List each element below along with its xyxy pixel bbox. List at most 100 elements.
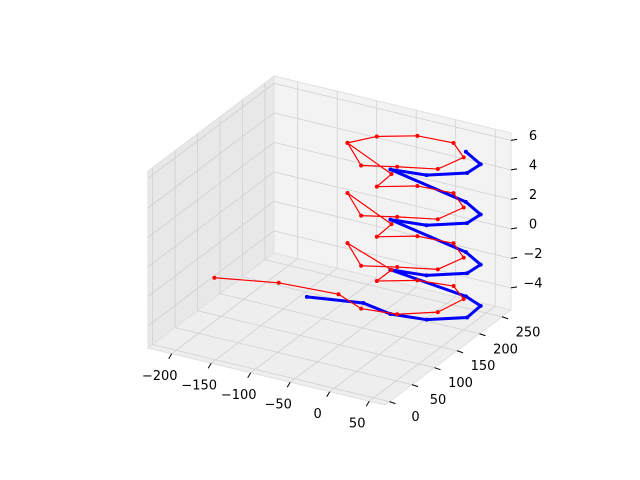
point	[388, 217, 393, 222]
point	[389, 222, 394, 227]
back-pane	[273, 75, 512, 311]
y-tick-label: 200	[493, 342, 518, 357]
point	[374, 234, 379, 239]
tick-mark	[510, 138, 518, 141]
point	[359, 163, 364, 168]
grid-line	[147, 201, 275, 297]
point	[465, 170, 470, 175]
point	[478, 303, 483, 308]
point	[336, 292, 341, 297]
point	[395, 164, 400, 169]
tick-mark	[411, 384, 419, 388]
grid-line	[273, 200, 512, 259]
point	[465, 221, 470, 226]
grid-line	[152, 344, 390, 402]
point	[345, 140, 350, 145]
point	[395, 312, 400, 317]
point	[374, 134, 379, 139]
tick-mark	[456, 350, 464, 354]
grid-line	[197, 310, 435, 369]
tick-mark	[207, 362, 212, 369]
grid-line	[273, 230, 512, 289]
z-tick-label: 2	[529, 188, 537, 203]
grid-line	[147, 83, 275, 179]
grid-line	[273, 112, 512, 171]
tick-mark	[510, 256, 518, 259]
point	[478, 212, 483, 217]
tick-mark	[501, 316, 509, 320]
point	[345, 241, 350, 246]
grid-line	[368, 305, 496, 402]
point	[461, 155, 466, 160]
tick-mark	[510, 286, 518, 289]
tick-mark	[389, 401, 396, 405]
point	[435, 217, 440, 222]
z-tick-label: −2	[523, 247, 542, 262]
point	[463, 149, 468, 154]
point	[478, 162, 483, 167]
point	[451, 284, 456, 289]
y-tick-label: 150	[471, 359, 496, 374]
point	[304, 294, 309, 299]
point	[451, 191, 456, 196]
point	[374, 279, 379, 284]
tick-mark	[286, 381, 291, 388]
point	[424, 173, 429, 178]
point	[461, 205, 466, 210]
y-tick-label: 250	[516, 325, 541, 340]
x-tick-label: −50	[264, 398, 291, 413]
x-tick-label: −100	[221, 388, 257, 403]
point	[345, 191, 350, 196]
point	[415, 133, 420, 138]
grid-line	[171, 258, 298, 355]
z-tick-label: −4	[523, 276, 542, 291]
grid-line	[210, 267, 338, 364]
point	[463, 199, 468, 204]
point	[465, 271, 470, 276]
point	[361, 301, 366, 306]
grid-line	[289, 286, 417, 383]
tick-mark	[168, 353, 173, 359]
point	[389, 267, 394, 272]
point	[374, 184, 379, 189]
point	[389, 172, 394, 177]
point	[424, 223, 429, 228]
tick-mark	[510, 227, 518, 230]
x-tick-label: −150	[181, 379, 217, 394]
point	[478, 262, 483, 267]
point	[359, 263, 364, 268]
point	[424, 273, 429, 278]
tick-mark	[365, 400, 370, 407]
grid-line	[174, 327, 413, 386]
point	[465, 315, 470, 320]
grid-line	[250, 277, 377, 374]
grid-line	[273, 82, 512, 141]
point	[451, 140, 456, 145]
tick-mark	[510, 168, 518, 171]
trajectory	[214, 135, 465, 315]
point	[395, 214, 400, 219]
x-tick-label: −200	[142, 369, 178, 384]
point	[463, 294, 468, 299]
z-tick-label: 6	[529, 129, 537, 144]
tick-mark	[510, 197, 518, 200]
point	[435, 267, 440, 272]
point	[424, 317, 429, 322]
grid-line	[147, 142, 275, 238]
grid-line	[147, 230, 275, 327]
y-tick-label: 0	[411, 410, 419, 425]
z-tick-label: 0	[529, 217, 537, 232]
x-tick-label: 0	[314, 407, 322, 422]
grid-line	[264, 259, 503, 318]
grid-line	[219, 293, 458, 352]
point	[461, 296, 466, 301]
point	[359, 306, 364, 311]
tick-mark	[247, 372, 252, 378]
point	[463, 250, 468, 255]
grid-line	[147, 112, 275, 209]
point	[461, 255, 466, 260]
point	[415, 183, 420, 188]
point	[435, 167, 440, 172]
